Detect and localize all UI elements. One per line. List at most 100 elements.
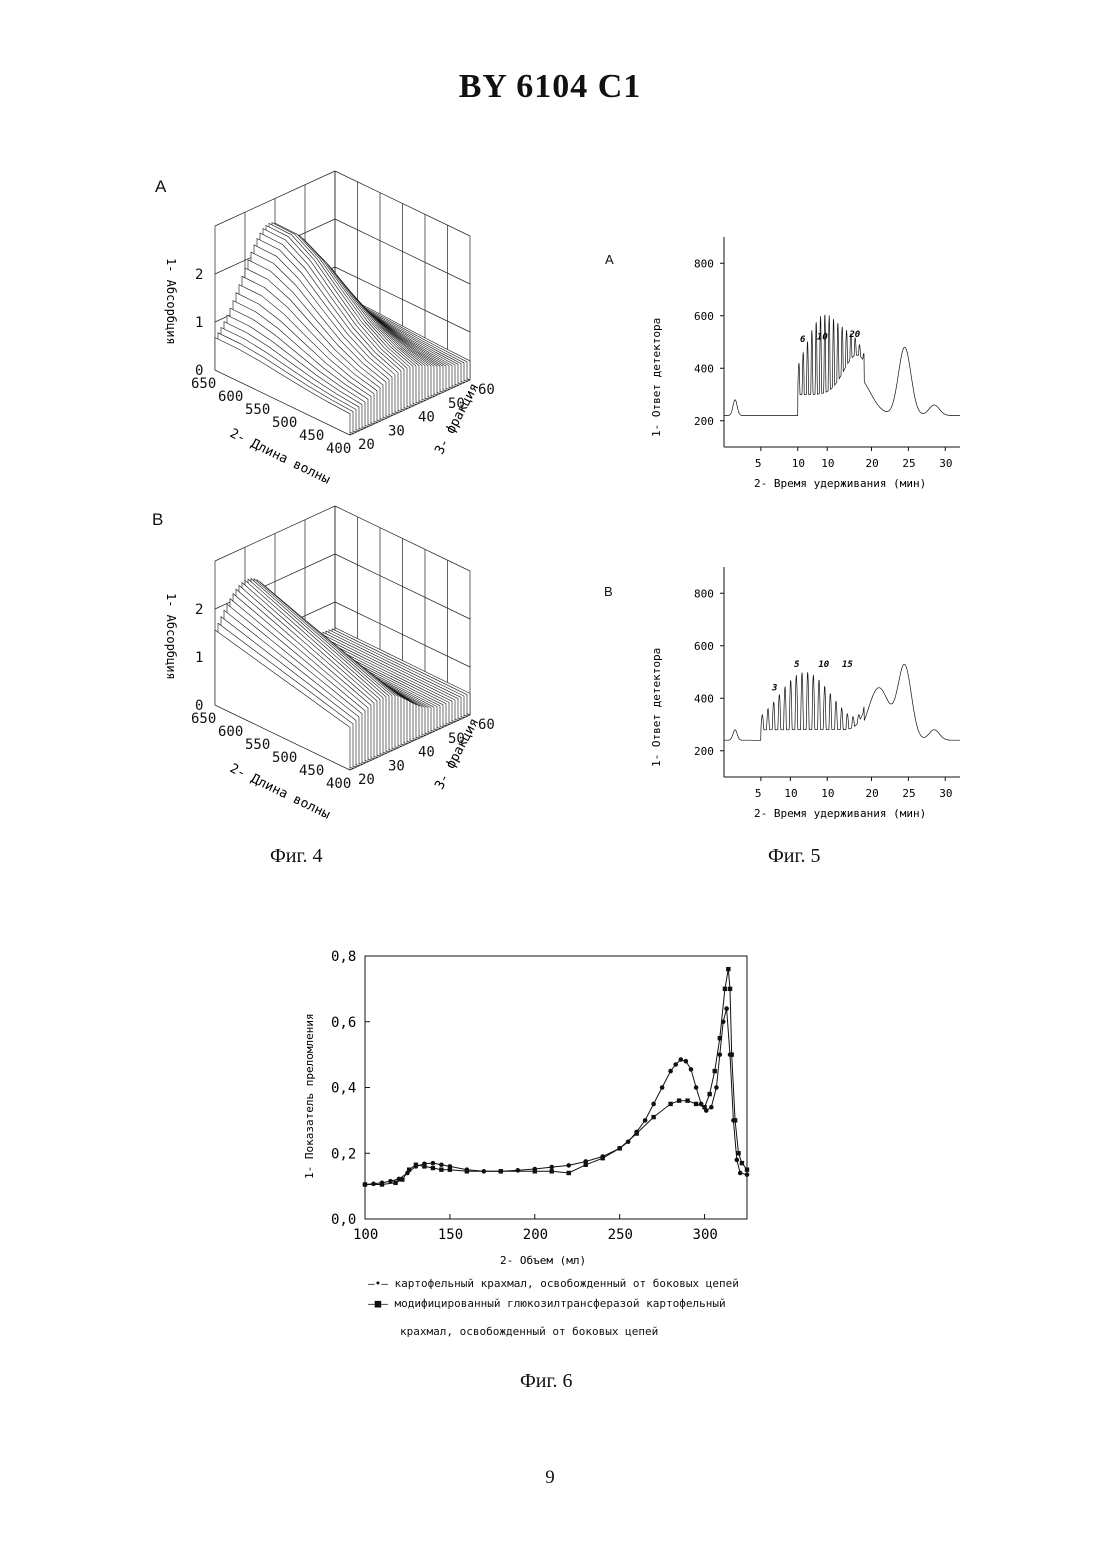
series-2-point <box>380 1182 384 1186</box>
series-2-point <box>726 967 730 971</box>
x-tick-label: 650 <box>191 711 216 727</box>
peak-label: 5 <box>794 660 800 670</box>
z-axis-label: 1- Абсорбция <box>164 258 178 345</box>
series-2-point <box>400 1177 404 1181</box>
series-2-point <box>422 1164 426 1168</box>
fig6-legend-text-2: модифицированный глюкозилтрансферазой ка… <box>395 1297 726 1310</box>
series-1-point <box>718 1052 723 1057</box>
fig6-caption: Фиг. 6 <box>520 1370 572 1393</box>
x-tick-label: 10 <box>821 787 834 800</box>
series-2-point <box>431 1166 435 1170</box>
y-tick-label: 0,6 <box>331 1015 356 1031</box>
peak-label: 10 <box>818 660 829 670</box>
x-tick-label: 650 <box>191 376 216 392</box>
series-1-point <box>439 1162 444 1167</box>
x-tick-label: 25 <box>902 787 915 800</box>
x-tick-label: 450 <box>299 763 324 779</box>
peak-label: 20 <box>848 330 860 340</box>
series-2-point <box>713 1069 717 1073</box>
peak-label: 15 <box>842 660 853 670</box>
y-tick-label: 0,4 <box>331 1081 356 1097</box>
series-2-point <box>448 1167 452 1171</box>
series-2-point <box>600 1156 604 1160</box>
series-1-point <box>651 1102 656 1107</box>
x-tick-label: 550 <box>245 737 270 753</box>
series-1-point <box>668 1069 673 1074</box>
y-tick-label: 800 <box>694 587 714 600</box>
series-2-point <box>677 1098 681 1102</box>
series-2-point <box>694 1102 698 1106</box>
page-number: 9 <box>0 1467 1100 1489</box>
y-axis-label: 1- Ответ детектора <box>650 318 663 437</box>
peak-label: 10 <box>817 332 828 342</box>
x-axis-label: 2- Объем (мл) <box>500 1254 586 1267</box>
plot-frame <box>365 956 747 1219</box>
y-tick-label: 0,8 <box>331 949 356 965</box>
y-tick-label: 20 <box>358 772 375 788</box>
series-2-point <box>685 1098 689 1102</box>
x-tick-label: 10 <box>821 457 834 470</box>
x-tick-label: 100 <box>353 1227 378 1243</box>
series-2-point <box>736 1151 740 1155</box>
fig5-panel-a-chart: 200400600800510102025301- Ответ детектор… <box>640 225 970 505</box>
series-2-point <box>617 1146 621 1150</box>
series-2-point <box>702 1105 706 1109</box>
x-tick-label: 5 <box>755 787 762 800</box>
fig5-panel-b-letter: B <box>604 584 613 599</box>
series-2-point <box>668 1102 672 1106</box>
series-2-point <box>733 1118 737 1122</box>
x-tick-label: 600 <box>218 724 243 740</box>
series-2-point <box>439 1167 443 1171</box>
y-tick-label: 600 <box>694 310 714 323</box>
y-tick-label: 20 <box>358 437 375 453</box>
x-axis-label: 2- Время удерживания (мин) <box>754 477 926 490</box>
axes <box>720 237 960 451</box>
patent-header: BY 6104 C1 <box>0 68 1100 106</box>
fig5-caption: Фиг. 5 <box>768 845 820 868</box>
series-line-1 <box>365 1009 747 1185</box>
x-tick-label: 550 <box>245 402 270 418</box>
series-1-point <box>678 1057 683 1062</box>
x-tick-label: 25 <box>902 457 915 470</box>
legend-circle-marker-icon: —•— <box>368 1277 388 1290</box>
series-1-point <box>745 1172 750 1177</box>
series-1-point <box>643 1118 648 1123</box>
x-tick-label: 250 <box>608 1227 633 1243</box>
x-tick-label: 450 <box>299 428 324 444</box>
series-2-point <box>584 1163 588 1167</box>
series-1-point <box>371 1182 376 1187</box>
y-tick-label: 30 <box>388 423 405 439</box>
fig4-panel-b-surface: 01265060055050045040020304050601- Абсорб… <box>120 485 480 815</box>
series-1-point <box>724 1006 729 1011</box>
x-tick-label: 300 <box>693 1227 718 1243</box>
peak-label: 6 <box>800 335 806 345</box>
legend-square-marker-icon: —■— <box>368 1297 388 1310</box>
series-1-point <box>689 1067 694 1072</box>
y-tick-label: 400 <box>694 362 714 375</box>
series-1-point <box>673 1062 678 1067</box>
fig6-chart: 1001502002503000,00,20,40,60,81- Показат… <box>300 945 780 1275</box>
z-tick-label: 1 <box>195 315 203 331</box>
series-2-point <box>707 1092 711 1096</box>
x-tick-label: 500 <box>272 415 297 431</box>
y-tick-label: 200 <box>694 415 714 428</box>
z-axis-label: 1- Абсорбция <box>164 593 178 680</box>
series-2-point <box>740 1161 744 1165</box>
series-2-point <box>634 1131 638 1135</box>
series-2-point <box>730 1052 734 1056</box>
x-tick-label: 20 <box>866 787 879 800</box>
series-2-point <box>533 1169 537 1173</box>
chromatogram-trace <box>724 315 960 416</box>
y-tick-label: 400 <box>694 692 714 705</box>
y-axis-label: 1- Ответ детектора <box>650 648 663 767</box>
peak-label: 3 <box>771 683 777 693</box>
series-1-point <box>684 1059 689 1064</box>
series-1-point <box>431 1161 436 1166</box>
x-tick-label: 30 <box>939 457 952 470</box>
series-2-point <box>745 1167 749 1171</box>
fig6-legend-item-2: —■— модифицированный глюкозилтрансферазо… <box>368 1297 726 1310</box>
y-tick-label: 30 <box>388 758 405 774</box>
series-1-point <box>714 1085 719 1090</box>
series-2-point <box>465 1169 469 1173</box>
x-tick-label: 400 <box>326 441 351 457</box>
